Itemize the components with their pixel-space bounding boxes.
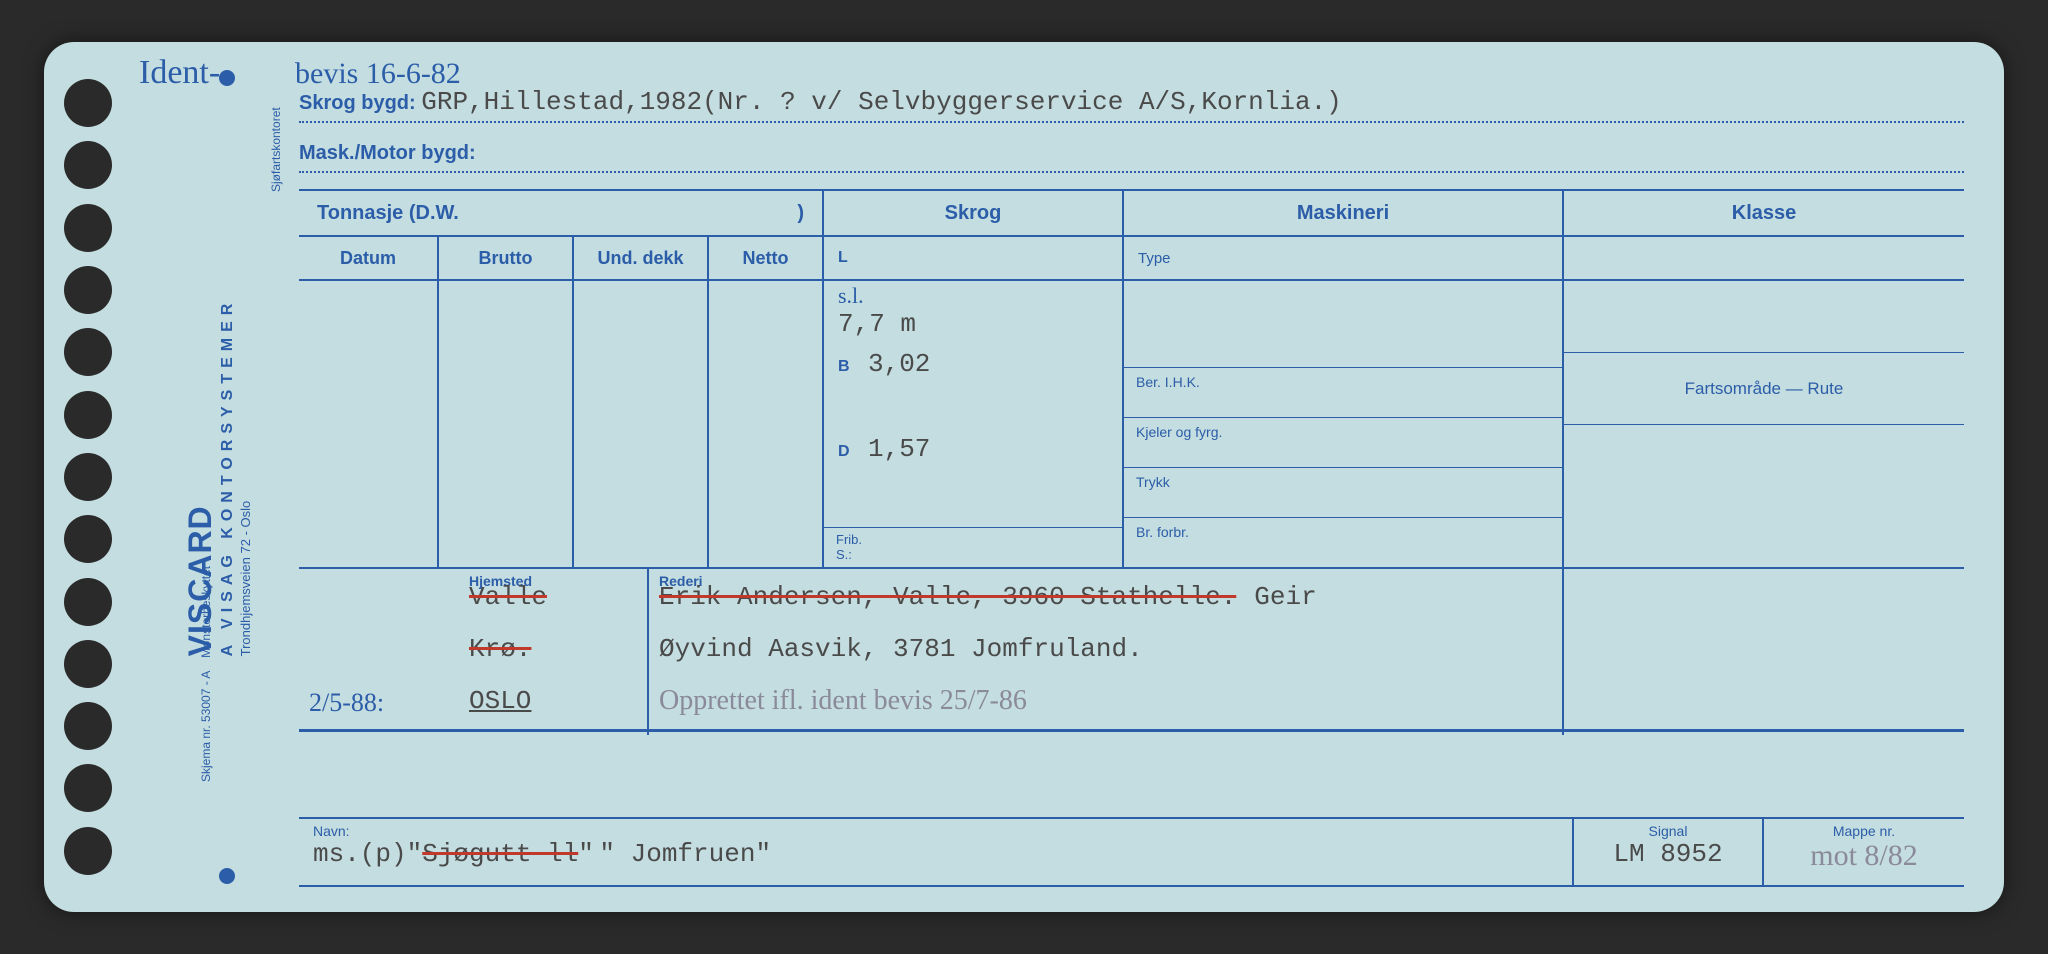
mask-kjeler: Kjeler og fyrg.: [1124, 418, 1562, 468]
skrog-bygd-row: bevis 16-6-82 Skrog bygd: GRP,Hillestad,…: [299, 87, 1964, 123]
navn-old: Sjøgutt ll: [422, 839, 578, 869]
main-table: Tonnasje (D.W. ) Skrog Maskineri Klasse …: [299, 189, 1964, 569]
netto-col: Netto: [709, 237, 824, 279]
date-3: 2/5-88:: [309, 677, 449, 729]
navn-prefix: ms.(p)": [313, 839, 422, 869]
rederi-1-extra: Geir: [1254, 582, 1316, 612]
mappe-cell: Mappe nr. mot 8/82: [1764, 819, 1964, 885]
klasse-bottom: [1564, 425, 1964, 567]
hjem-kro: Krø.: [469, 634, 531, 664]
dot-icon: [219, 868, 235, 884]
hole: [64, 764, 112, 812]
hole: [64, 453, 112, 501]
table-subheader: Datum Brutto Und. dekk Netto L Type: [299, 237, 1964, 281]
fart-label: Fartsområde — Rute: [1564, 353, 1964, 425]
signal-value: LM 8952: [1588, 839, 1748, 869]
rederi-3: Opprettet ifl. ident bevis 25/7-86: [659, 685, 1027, 717]
frib-row: Frib. S.:: [824, 527, 1122, 567]
signal-cell: Signal LM 8952: [1574, 819, 1764, 885]
D-value: 1,57: [868, 434, 930, 464]
navn-label: Navn:: [313, 823, 1558, 839]
sl-hand: s.l.: [838, 283, 1108, 309]
klasse-empty: [1564, 237, 1964, 279]
rederi-1: Erik Andersen, Valle, 3960 Stathelle.: [659, 582, 1236, 612]
hole: [64, 515, 112, 563]
navn-row: Navn: ms.(p)"Sjøgutt ll" " Jomfruen" Sig…: [299, 817, 1964, 887]
maskineri-header: Maskineri: [1124, 191, 1564, 235]
dot-icon: [219, 70, 235, 86]
hjem-places: Hjemsted Valle Krø. OSLO: [459, 567, 649, 735]
brutto-cell: [439, 281, 574, 567]
rederi-2: Øyvind Aasvik, 3781 Jomfruland.: [659, 634, 1143, 664]
hole: [64, 391, 112, 439]
table-header: Tonnasje (D.W. ) Skrog Maskineri Klasse: [299, 191, 1964, 237]
unddekk-col: Und. dekk: [574, 237, 709, 279]
index-card: VISCARD A VISAG KONTORSYSTEMER Trondhjem…: [44, 42, 2004, 912]
hole: [64, 204, 112, 252]
mask-bygd-row: Mask./Motor bygd:: [299, 137, 1964, 173]
mappe-value: mot 8/82: [1778, 839, 1950, 873]
brand-sub: A VISAG KONTORSYSTEMER: [219, 298, 236, 657]
skrog-bygd-value: GRP,Hillestad,1982(Nr. ? v/ Selvbyggerse…: [421, 87, 1342, 117]
mask-type-row: Type: [1124, 237, 1564, 279]
hole: [64, 827, 112, 875]
rederi-col: Rederi Erik Andersen, Valle, 3960 Stathe…: [649, 567, 1564, 735]
hole: [64, 702, 112, 750]
hole: [64, 578, 112, 626]
datum-col: Datum: [299, 237, 439, 279]
mappe-label: Mappe nr.: [1778, 823, 1950, 839]
page-wrapper: VISCARD A VISAG KONTORSYSTEMER Trondhjem…: [0, 0, 2048, 954]
mask-ber: Ber. I.H.K.: [1124, 368, 1562, 418]
skrog-bygd-label: Skrog bygd:: [299, 92, 416, 114]
mask-trykk: Trykk: [1124, 468, 1562, 518]
ident-handwriting: Ident-: [139, 54, 220, 92]
klasse-header: Klasse: [1564, 191, 1964, 235]
mask-bygd-label: Mask./Motor bygd:: [299, 142, 476, 164]
navn-q: ": [578, 839, 594, 869]
mask-type-cell: [1124, 281, 1562, 368]
skjema-nr: Skjema nr. 53007 - A Mønsterbeskyttet: [199, 566, 213, 782]
hjem-right: [1564, 567, 1964, 735]
L-value: 7,7 m: [838, 309, 916, 339]
hole: [64, 328, 112, 376]
hjem-dates: 2/5-88:: [299, 567, 459, 735]
punch-holes: [44, 42, 144, 912]
netto-cell: [709, 281, 824, 567]
navn-cell: Navn: ms.(p)"Sjøgutt ll" " Jomfruen": [299, 819, 1574, 885]
hole: [64, 79, 112, 127]
klasse-top: [1564, 281, 1964, 353]
unddekk-cell: [574, 281, 709, 567]
navn-new: " Jomfruen": [599, 839, 771, 869]
content-area: Ident- bevis 16-6-82 Skrog bygd: GRP,Hil…: [279, 62, 1964, 887]
klasse-cell: Fartsområde — Rute: [1564, 281, 1964, 567]
B-value: 3,02: [868, 349, 930, 379]
hjem-oslo: OSLO: [469, 686, 531, 716]
tonnasje-header: Tonnasje (D.W. ): [299, 191, 824, 235]
hjemsted-section: 2/5-88: Hjemsted Valle Krø. OSLO Rederi: [299, 567, 1964, 732]
skrog-L-row: L: [824, 237, 1124, 279]
hole: [64, 141, 112, 189]
mask-cell: Ber. I.H.K. Kjeler og fyrg. Trykk Br. fo…: [1124, 281, 1564, 567]
datum-cell: [299, 281, 439, 567]
hole: [64, 640, 112, 688]
table-body: s.l. 7,7 m B 3,02 D1,57 Frib. S.: Ber. I…: [299, 281, 1964, 569]
brand-addr: Trondhjemsveien 72 - Oslo: [238, 501, 253, 657]
hole: [64, 266, 112, 314]
mask-br: Br. forbr.: [1124, 518, 1562, 567]
bevis-handwriting: bevis 16-6-82: [295, 57, 461, 91]
skrog-cell: s.l. 7,7 m B 3,02 D1,57 Frib. S.:: [824, 281, 1124, 567]
brutto-col: Brutto: [439, 237, 574, 279]
hjem-valle: Valle: [469, 582, 547, 612]
signal-label: Signal: [1588, 823, 1748, 839]
skrog-header: Skrog: [824, 191, 1124, 235]
